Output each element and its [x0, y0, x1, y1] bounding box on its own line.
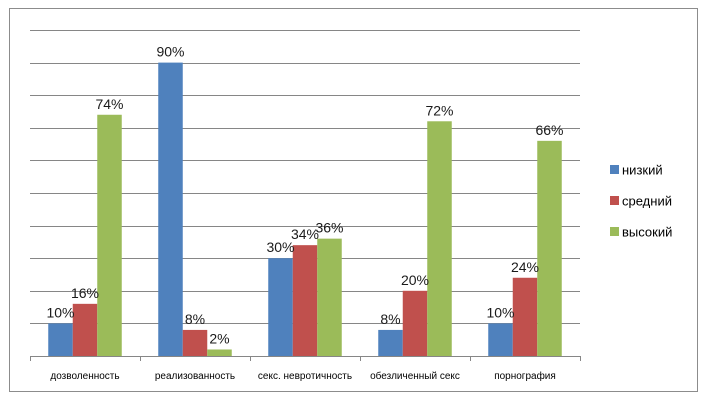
data-label: 2%	[209, 330, 229, 346]
data-label: 8%	[185, 311, 205, 327]
x-axis	[30, 356, 581, 361]
data-label: 10%	[486, 304, 514, 320]
bar-высокий-1	[207, 349, 232, 356]
data-label: 10%	[46, 304, 74, 320]
legend: низкий средний высокий	[610, 163, 672, 240]
legend-label: низкий	[622, 163, 663, 178]
bar-высокий-3	[427, 121, 452, 356]
category-label: реализованность	[155, 371, 235, 382]
bars	[48, 62, 562, 356]
bar-средний-0	[72, 303, 98, 356]
bar-высокий-2	[317, 238, 342, 356]
data-label: 72%	[425, 102, 453, 118]
bar-низкий-0	[48, 323, 73, 356]
category-label: дозволенность	[50, 371, 119, 382]
bar-низкий-3	[378, 329, 403, 356]
data-label: 74%	[95, 96, 123, 112]
bar-средний-1	[182, 329, 208, 356]
legend-swatch	[610, 165, 619, 174]
data-label: 20%	[401, 272, 429, 288]
data-label: 24%	[511, 259, 539, 275]
data-label: 90%	[156, 44, 184, 60]
bar-высокий-0	[97, 114, 122, 356]
bar-средний-2	[292, 245, 318, 356]
bar-низкий-1	[158, 62, 183, 356]
legend-swatch	[610, 196, 619, 205]
legend-swatch	[610, 227, 619, 236]
bar-средний-4	[512, 277, 538, 356]
chart-frame	[9, 8, 698, 392]
category-label: секс. невротичность	[258, 371, 352, 382]
category-label: порнография	[494, 370, 556, 382]
legend-label: высокий	[622, 225, 672, 240]
legend-label: средний	[622, 194, 672, 209]
bar-высокий-4	[537, 140, 562, 356]
bar-низкий-4	[488, 323, 513, 356]
data-label: 36%	[315, 220, 343, 236]
data-label: 30%	[266, 239, 294, 255]
category-labels: дозволенность реализованность секс. неврот…	[50, 370, 555, 382]
data-label: 8%	[380, 311, 400, 327]
data-label: 16%	[71, 285, 99, 301]
data-labels: 10%16%74%90%8%2%30%34%36%8%20%72%10%24%6…	[46, 44, 563, 347]
data-label: 66%	[535, 122, 563, 138]
bar-низкий-2	[268, 258, 293, 356]
bar-средний-3	[402, 290, 428, 356]
category-label: обезличенный секс	[370, 370, 460, 382]
data-label: 34%	[291, 226, 319, 242]
